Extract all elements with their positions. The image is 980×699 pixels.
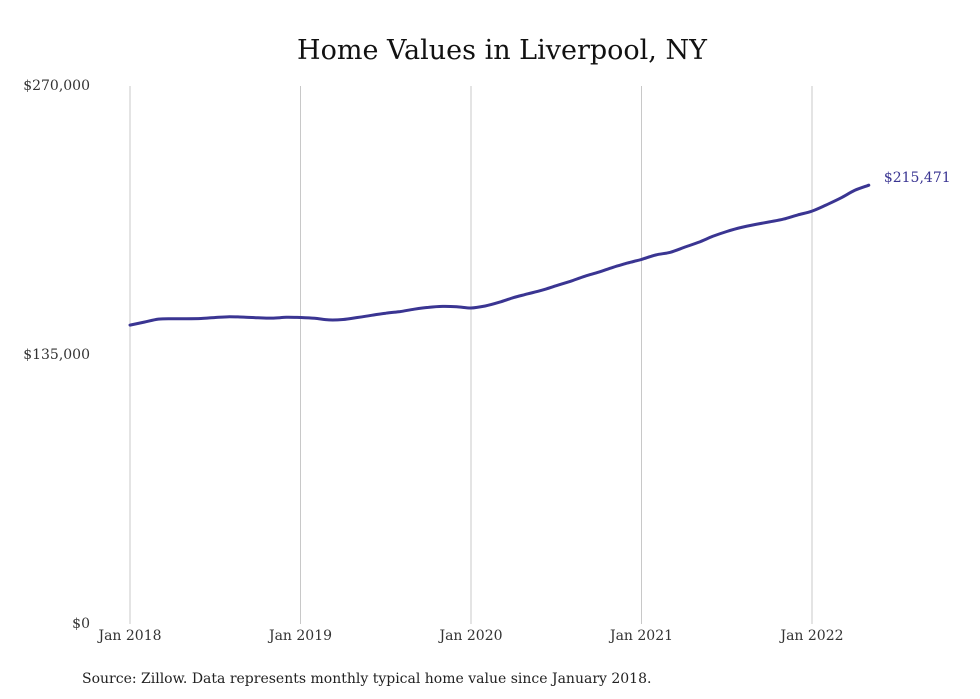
x-tick-label: Jan 2022 [778,628,843,644]
series-line [128,183,871,327]
chart-title: Home Values in Liverpool, NY [297,35,708,66]
y-tick-label: $0 [72,616,90,632]
x-tick-label: Jan 2021 [608,628,673,644]
y-tick-label: $270,000 [23,78,90,94]
source-note: Source: Zillow. Data represents monthly … [82,671,651,687]
series-layer: $215,471 [128,170,951,327]
series-end-label: $215,471 [884,170,951,186]
y-tick-label: $135,000 [23,347,90,363]
x-axis-tick-labels: Jan 2018 Jan 2019 Jan 2020 Jan 2021 Jan 2022 [96,628,843,644]
x-tick-label: Jan 2019 [267,628,332,644]
x-tick-label: Jan 2018 [96,628,161,644]
y-axis-tick-labels: $0 $135,000 $270,000 [23,78,90,632]
x-tick-label: Jan 2020 [437,628,502,644]
grid-lines [129,86,813,624]
